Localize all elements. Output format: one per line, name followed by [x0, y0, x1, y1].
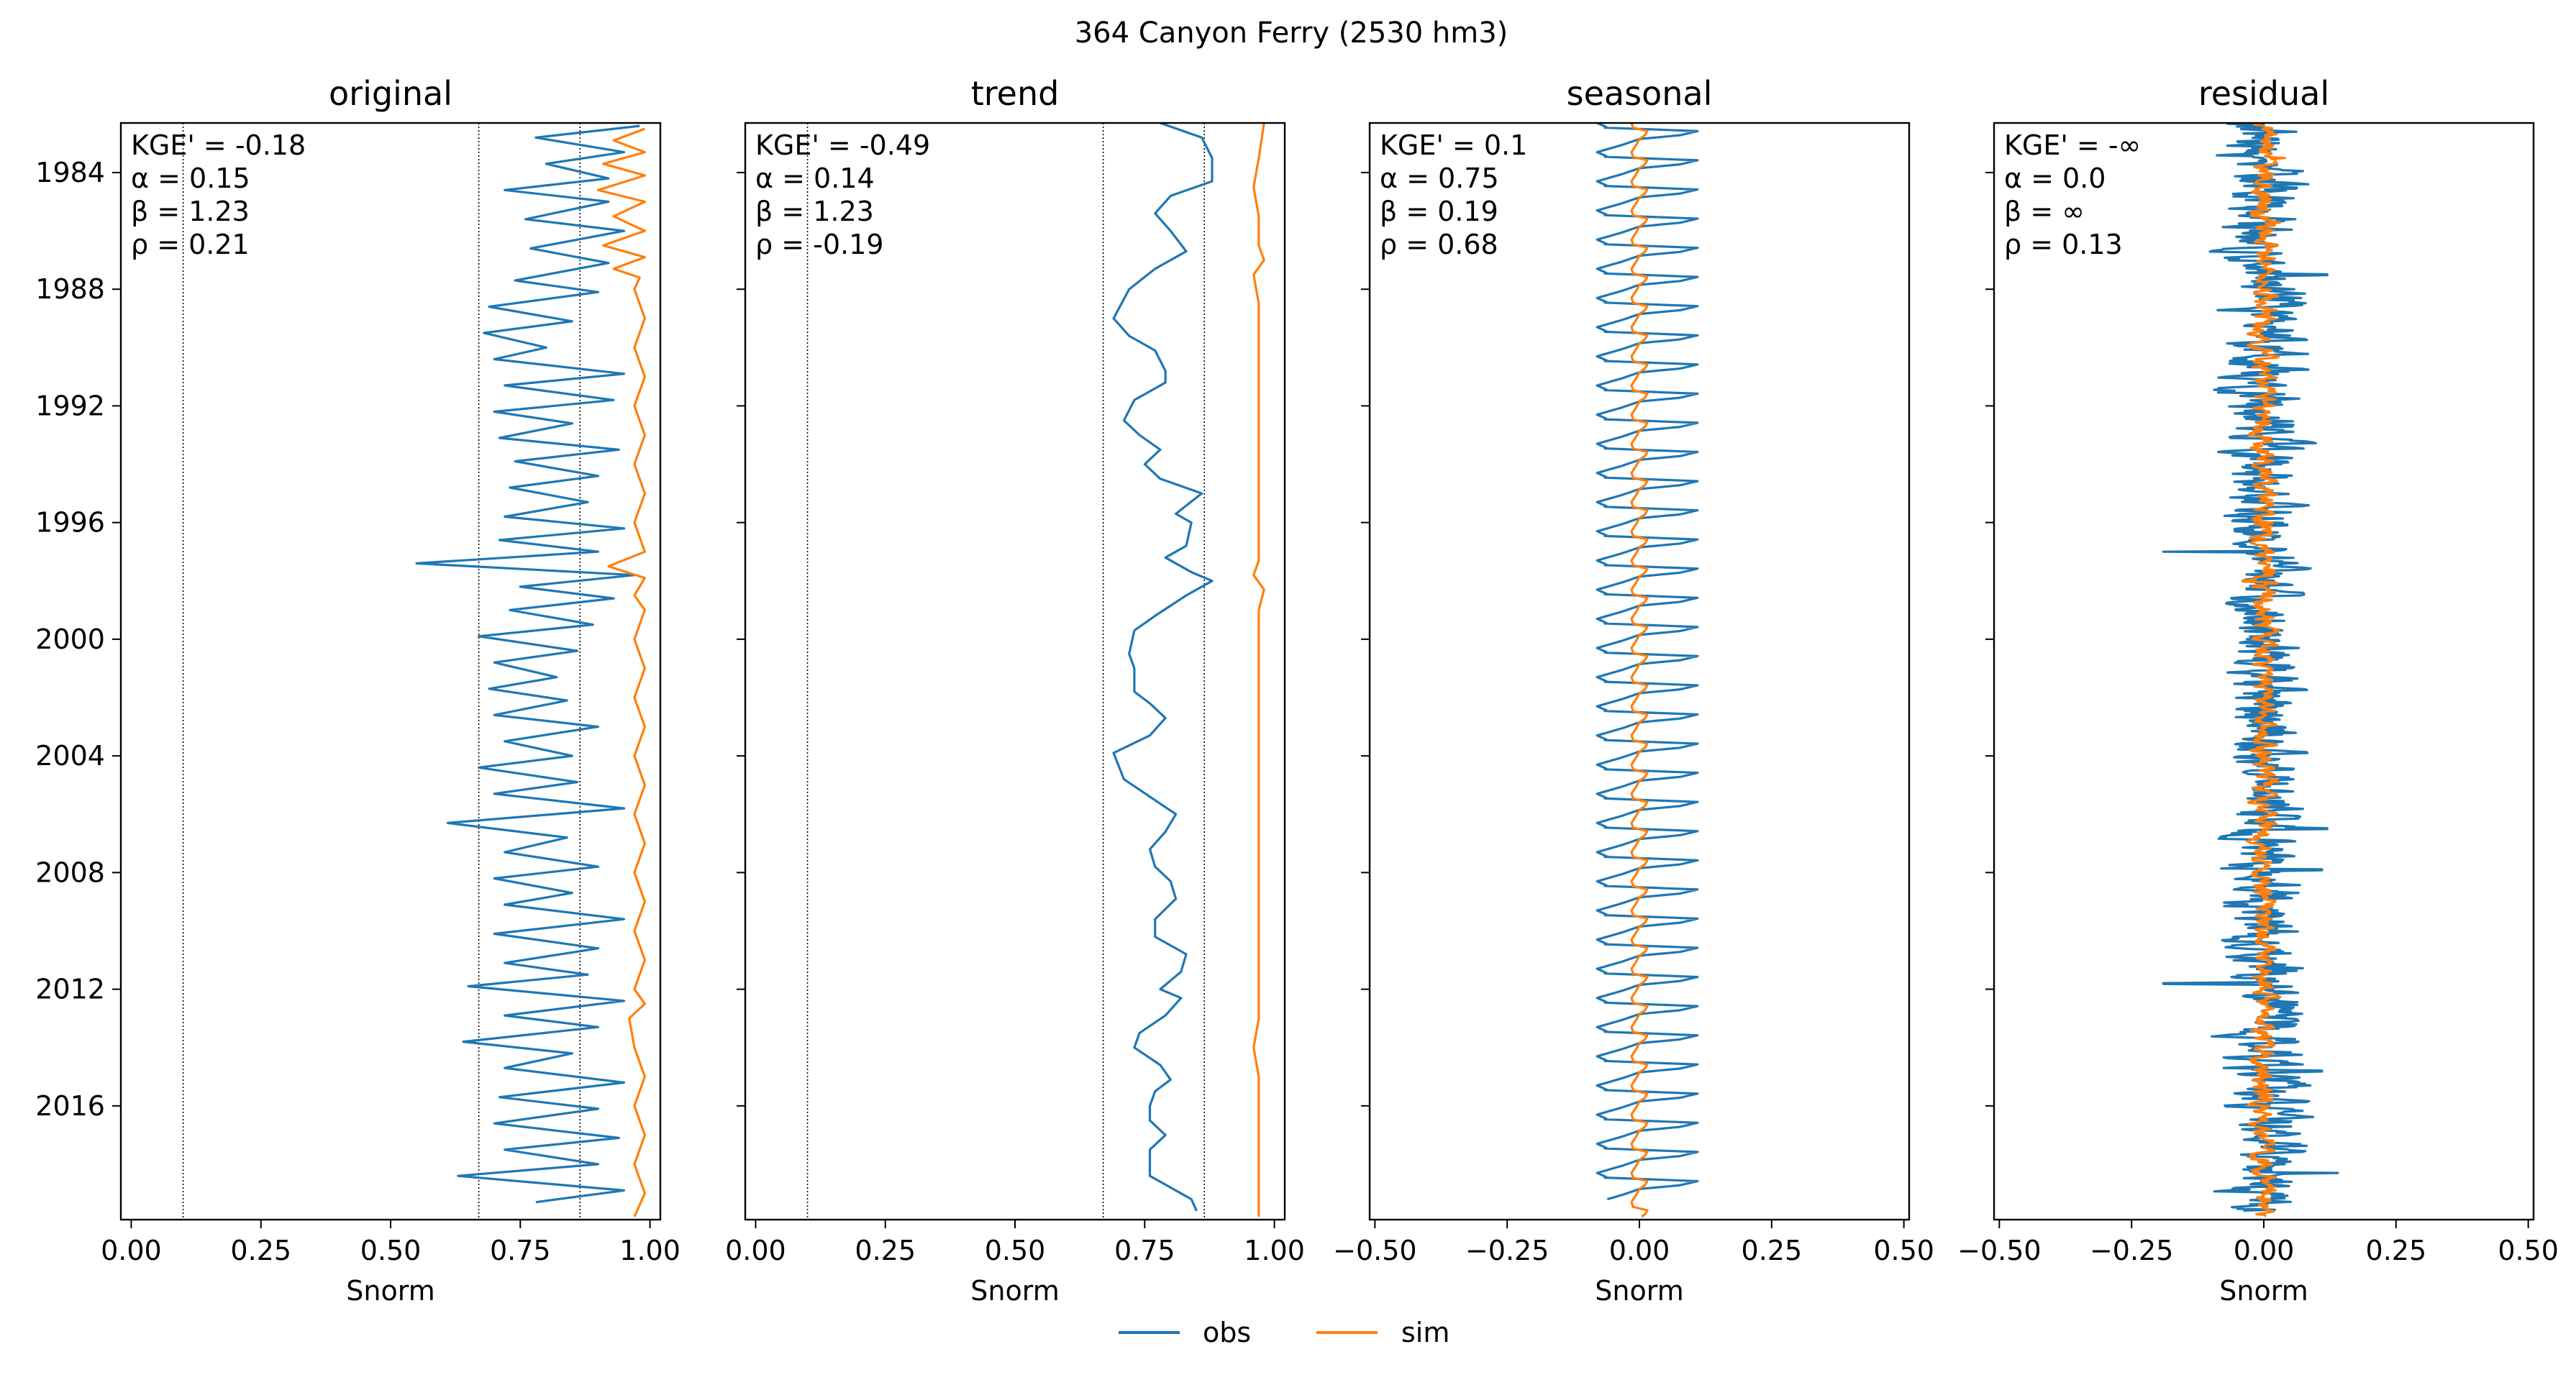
x-axis-label: Snorm — [970, 1275, 1059, 1307]
x-tick-label: −0.25 — [1465, 1235, 1549, 1266]
series-group — [415, 124, 646, 1217]
y-tick-label: 1992 — [35, 390, 105, 421]
y-tick-label: 2004 — [35, 740, 105, 772]
metric-text: ρ = 0.21 — [131, 229, 250, 260]
x-tick-label: 0.00 — [1609, 1235, 1670, 1266]
series-line-obs — [2162, 123, 2339, 1212]
metric-text: ρ = 0.68 — [1380, 229, 1498, 260]
x-tick-label: 0.50 — [985, 1235, 1046, 1266]
panel-seasonal: seasonal −0.50 −0.25 0.00 0.25 0.50 Snorm KGE' … — [1333, 74, 1934, 1307]
series-line-sim — [2242, 123, 2286, 1217]
x-tick-label: 0.25 — [1742, 1235, 1803, 1266]
panel-residual: residual −0.50 −0.25 0.00 0.25 0.50 Snorm KGE' … — [1957, 74, 2559, 1307]
figure-title: 364 Canyon Ferry (2530 hm3) — [1075, 17, 1508, 50]
x-tick-label: 0.00 — [2234, 1235, 2295, 1266]
metric-text: ρ = 0.13 — [2004, 229, 2123, 260]
series-line-obs — [1596, 123, 1699, 1201]
x-tick-label: 0.25 — [230, 1235, 291, 1266]
y-tick-label: 2012 — [35, 974, 105, 1005]
metric-text: α = 0.15 — [131, 163, 250, 194]
x-tick-label: −0.50 — [1957, 1235, 2041, 1266]
metric-text: β = ∞ — [2004, 196, 2085, 227]
panel-title: trend — [971, 74, 1060, 113]
metric-text: β = 1.23 — [755, 196, 874, 227]
metric-text: KGE' = -0.49 — [755, 129, 930, 161]
y-tick-label: 1988 — [35, 273, 105, 305]
series-group — [1112, 123, 1265, 1217]
panel-original: original 0.00 0.25 0.50 0.75 1.00 Snorm 1984 198… — [35, 74, 681, 1307]
x-tick-label: 0.00 — [101, 1235, 162, 1266]
x-tick-label: 0.50 — [360, 1235, 422, 1266]
legend-obs-label: obs — [1203, 1317, 1251, 1348]
y-tick-label: 1996 — [35, 507, 105, 539]
series-group — [2162, 123, 2339, 1217]
series-group — [1596, 123, 1699, 1218]
metric-text: KGE' = 0.1 — [1380, 129, 1527, 161]
legend: obs sim — [1119, 1317, 1449, 1348]
panel-title: seasonal — [1567, 74, 1713, 113]
y-tick-label: 2008 — [35, 856, 105, 888]
series-line-obs — [415, 124, 640, 1204]
x-tick-label: −0.25 — [2090, 1235, 2173, 1266]
metric-text: α = 0.0 — [2004, 163, 2106, 194]
metric-text: α = 0.75 — [1380, 163, 1499, 194]
x-tick-label: 1.00 — [619, 1235, 681, 1266]
x-axis-label: Snorm — [1595, 1275, 1683, 1307]
x-tick-label: −0.50 — [1333, 1235, 1416, 1266]
panel-trend: trend 0.00 0.25 0.50 0.75 1.00 Snorm KGE' = -0.… — [725, 74, 1305, 1307]
x-tick-label: 0.75 — [1114, 1235, 1175, 1266]
metric-text: KGE' = -0.18 — [131, 129, 306, 161]
panel-title: residual — [2198, 74, 2329, 113]
panel-title: original — [329, 74, 452, 113]
y-tick-label: 2000 — [35, 623, 105, 655]
metric-text: ρ = -0.19 — [755, 229, 883, 260]
x-tick-label: 0.00 — [725, 1235, 786, 1266]
series-line-sim — [596, 127, 646, 1217]
x-tick-label: 0.25 — [2366, 1235, 2427, 1266]
y-tick-label: 1984 — [35, 157, 105, 188]
x-tick-label: 0.75 — [490, 1235, 551, 1266]
x-tick-label: 0.25 — [855, 1235, 916, 1266]
series-line-obs — [1112, 123, 1214, 1212]
y-tick-label: 2016 — [35, 1090, 105, 1122]
legend-sim-label: sim — [1401, 1317, 1449, 1348]
x-tick-label: 1.00 — [1244, 1235, 1305, 1266]
metric-text: β = 0.19 — [1380, 196, 1498, 227]
x-axis-label: Snorm — [2219, 1275, 2308, 1307]
x-axis-label: Snorm — [346, 1275, 434, 1307]
x-tick-label: 0.50 — [1873, 1235, 1934, 1266]
metric-text: KGE' = -∞ — [2004, 129, 2141, 161]
series-line-sim — [1252, 123, 1265, 1217]
metric-text: β = 1.23 — [131, 196, 250, 227]
x-tick-label: 0.50 — [2498, 1235, 2559, 1266]
series-line-sim — [1630, 123, 1649, 1218]
metric-text: α = 0.14 — [755, 163, 875, 194]
